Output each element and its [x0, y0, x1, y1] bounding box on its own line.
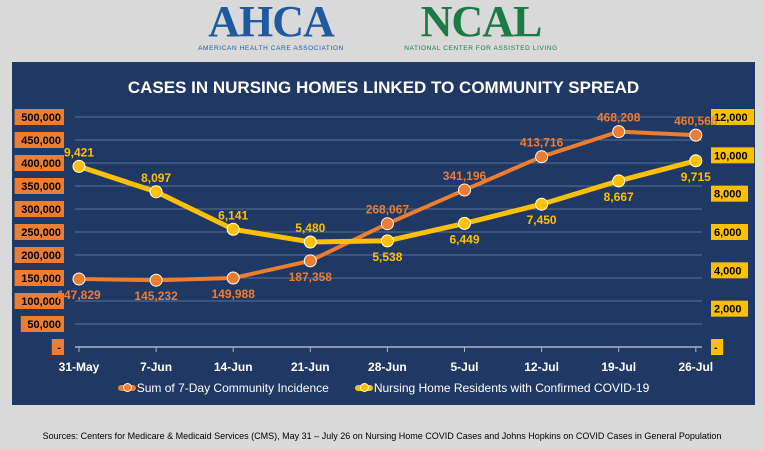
left-tick-label: 150,000 [21, 273, 61, 285]
data-label: 187,358 [289, 270, 333, 284]
left-tick-label: 50,000 [27, 319, 61, 331]
ncal-logo-subtitle: NATIONAL CENTER FOR ASSISTED LIVING [404, 45, 558, 52]
left-tick-label-bg [14, 109, 65, 125]
data-point [612, 174, 626, 188]
ahca-logo: AHCA AMERICAN HEALTH CARE ASSOCIATION [188, 0, 354, 52]
right-tick-label-bg [711, 339, 724, 355]
source-note: Sources: Centers for Medicare & Medicaid… [42, 431, 722, 441]
data-point [303, 235, 317, 249]
legend-item-community: Sum of 7-Day Community Incidence [117, 381, 329, 395]
left-tick-label: 500,000 [21, 112, 61, 124]
legend-label: Nursing Home Residents with Confirmed CO… [373, 381, 650, 395]
data-point [72, 159, 86, 173]
left-tick-label-bg [14, 270, 65, 286]
left-tick-label-bg [14, 132, 65, 148]
left-tick-label-bg [20, 316, 64, 332]
left-tick-label-bg [14, 155, 65, 171]
chart-title: CASES IN NURSING HOMES LINKED TO COMMUNI… [127, 78, 640, 97]
left-tick-label-bg [51, 339, 64, 355]
data-point [149, 273, 163, 287]
legend-label: Sum of 7-Day Community Incidence [136, 381, 329, 395]
right-tick-label: 10,000 [714, 150, 748, 162]
data-label: 145,232 [134, 289, 178, 303]
left-tick-label: 100,000 [21, 296, 61, 308]
left-tick-label: 200,000 [21, 250, 61, 262]
ncal-logo: NCAL NATIONAL CENTER FOR ASSISTED LIVING [396, 0, 566, 52]
x-tick-label: 31-May [59, 360, 100, 374]
data-label: 7,450 [527, 213, 557, 227]
right-tick-label-bg [711, 262, 748, 279]
x-tick-label: 21-Jun [291, 360, 330, 374]
data-label: 6,141 [218, 208, 248, 222]
x-tick-label: 28-Jun [368, 360, 407, 374]
left-tick-label: 250,000 [21, 227, 61, 239]
right-tick-label: 8,000 [714, 189, 742, 201]
data-point [689, 154, 703, 168]
right-tick-label: 4,000 [714, 265, 742, 277]
x-tick-label: 14-Jun [214, 360, 253, 374]
chart-panel [12, 62, 755, 405]
right-tick-label: 6,000 [714, 227, 742, 239]
right-tick-label-bg [711, 109, 755, 125]
left-tick-label-bg [14, 201, 65, 217]
data-point [72, 272, 86, 286]
data-point [535, 197, 549, 211]
left-tick-label-bg [14, 224, 65, 240]
orange-line-marker-icon [117, 383, 136, 392]
left-tick-label: 300,000 [21, 204, 61, 216]
data-point [689, 128, 703, 142]
data-point [226, 271, 240, 285]
x-tick-label: 12-Jul [524, 360, 559, 374]
right-tick-label: 2,000 [714, 304, 742, 316]
data-point [380, 217, 394, 231]
data-label: 8,097 [141, 171, 171, 185]
ahca-logo-text: AHCA [208, 0, 335, 46]
data-label: 341,196 [443, 169, 487, 183]
yellow-line-marker-icon [354, 383, 373, 392]
x-tick-label: 7-Jun [140, 360, 172, 374]
ahca-logo-subtitle: AMERICAN HEALTH CARE ASSOCIATION [198, 45, 344, 52]
ncal-logo-text: NCAL [420, 0, 543, 46]
data-point [380, 234, 394, 248]
data-label: 8,667 [604, 190, 634, 204]
left-tick-label-bg [14, 247, 65, 263]
data-label: 268,067 [366, 203, 410, 217]
x-tick-label: 26-Jul [678, 360, 713, 374]
data-label: 460,568 [674, 114, 718, 128]
data-point [149, 185, 163, 199]
data-point [458, 183, 471, 197]
data-label: 9,715 [681, 170, 711, 184]
data-label: 413,716 [520, 136, 564, 150]
legend: Sum of 7-Day Community Incidence Nursing… [12, 381, 755, 395]
left-tick-label: 450,000 [21, 135, 61, 147]
left-tick-label: 400,000 [21, 158, 61, 170]
data-point [226, 222, 240, 236]
left-tick-label-bg [14, 293, 65, 309]
left-tick-label-bg [14, 178, 65, 194]
right-tick-label-bg [711, 185, 748, 202]
data-label: 9,421 [64, 145, 94, 159]
data-label: 5,538 [372, 250, 402, 264]
x-tick-label: 5-Jul [450, 360, 478, 374]
legend-item-nursing-home: Nursing Home Residents with Confirmed CO… [354, 381, 650, 395]
right-tick-label: - [714, 342, 718, 354]
data-label: 147,829 [57, 288, 101, 302]
left-tick-label: - [57, 342, 61, 354]
right-tick-label: 12,000 [714, 112, 748, 124]
right-tick-label-bg [711, 224, 748, 240]
data-point [303, 254, 317, 268]
data-label: 468,208 [597, 111, 641, 125]
data-label: 6,449 [449, 232, 479, 246]
left-tick-label: 350,000 [21, 181, 61, 193]
data-label: 149,988 [212, 287, 256, 301]
data-label: 5,480 [295, 221, 325, 235]
data-point [535, 150, 549, 164]
right-tick-label-bg [711, 147, 755, 164]
right-tick-label-bg [711, 300, 748, 317]
data-point [458, 216, 471, 230]
data-point [612, 125, 626, 139]
x-tick-label: 19-Jul [601, 360, 636, 374]
